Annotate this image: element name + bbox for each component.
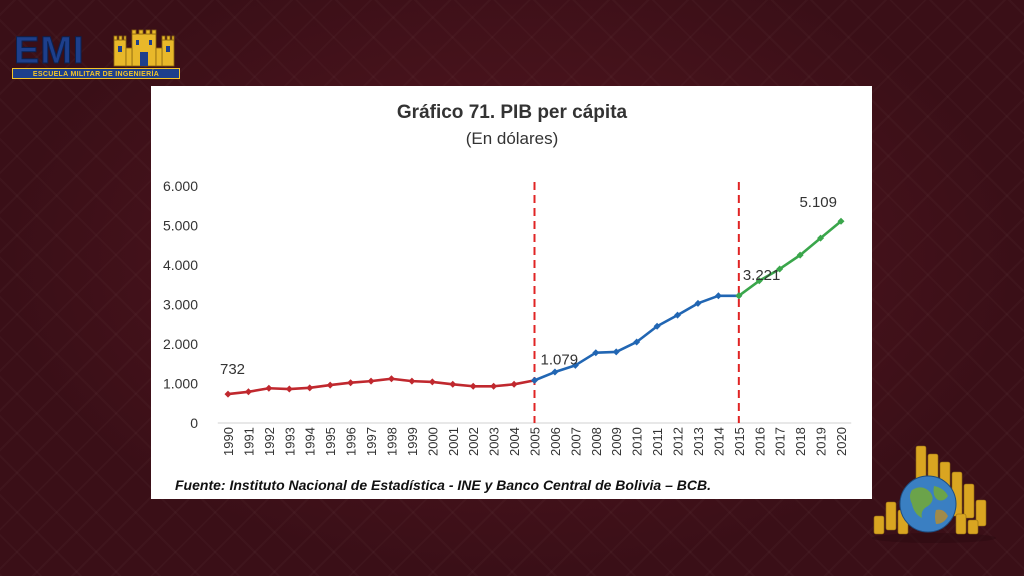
y-tick-label: 1.000: [163, 376, 198, 392]
logo-text: EMI: [14, 30, 85, 72]
series-line: [738, 220, 842, 297]
data-point: [244, 388, 252, 396]
data-point: [714, 292, 722, 300]
x-tick-label: 2004: [507, 427, 522, 456]
data-label: 1.079: [541, 351, 579, 368]
data-label: 732: [220, 361, 245, 378]
chart-source: Fuente: Instituto Nacional de Estadístic…: [175, 477, 711, 493]
data-point: [490, 382, 498, 390]
data-label: 3.221: [743, 267, 781, 284]
x-tick-label: 2006: [548, 427, 563, 456]
x-tick-label: 2010: [630, 427, 645, 456]
x-tick-label: 1996: [344, 427, 359, 456]
reference-lines: [533, 182, 740, 423]
data-point: [428, 378, 436, 386]
coins-globe-icon: [872, 445, 996, 543]
x-tick-label: 2007: [568, 427, 583, 456]
x-tick-label: 2005: [528, 427, 543, 456]
data-point: [367, 377, 375, 385]
data-point: [817, 234, 825, 242]
pib-chart: Gráfico 71. PIB per cápita (En dólares) …: [163, 102, 852, 493]
x-tick-label: 2019: [814, 427, 829, 456]
data-point: [755, 277, 763, 285]
data-label: 5.109: [799, 194, 837, 211]
data-point: [776, 265, 784, 273]
x-tick-label: 2020: [834, 427, 849, 456]
data-point: [224, 390, 232, 398]
series-group: [224, 217, 845, 398]
y-tick-label: 5.000: [163, 218, 198, 234]
chart-subtitle: (En dólares): [466, 129, 559, 148]
x-tick-label: 2012: [671, 427, 686, 456]
data-point: [612, 348, 620, 356]
data-point: [633, 338, 641, 346]
x-tick-label: 2014: [711, 427, 726, 456]
x-tick-label: 1991: [241, 427, 256, 456]
x-tick-label: 2015: [732, 427, 747, 456]
data-point: [653, 322, 661, 330]
data-point: [306, 384, 314, 392]
data-point: [674, 311, 682, 319]
y-tick-label: 6.000: [163, 178, 198, 194]
x-axis: 1990 1991 1992 1993 1994 1995 1996 1997 1998 1999…: [217, 422, 852, 456]
annotations: 732 1.079 3.221 5.109: [220, 194, 837, 378]
data-point: [571, 361, 579, 369]
data-point: [449, 380, 457, 388]
x-tick-label: 1990: [221, 427, 236, 456]
x-tick-label: 2002: [466, 427, 481, 456]
data-point: [326, 381, 334, 389]
data-point: [837, 217, 845, 225]
data-point: [551, 368, 559, 376]
x-tick-label: 1992: [262, 427, 277, 456]
x-tick-label: 2013: [691, 427, 706, 456]
series-line: [227, 377, 535, 396]
x-tick-label: 1993: [282, 427, 297, 456]
x-tick-label: 1999: [405, 427, 420, 456]
y-tick-label: 3.000: [163, 297, 198, 313]
data-point: [531, 376, 538, 384]
x-tick-label: 2018: [793, 427, 808, 456]
emi-logo: EMI ESCUELA MILITAR DE INGENIERÍA: [12, 28, 182, 80]
data-point: [347, 379, 355, 387]
x-tick-label: 2017: [773, 427, 788, 456]
y-tick-label: 2.000: [163, 336, 198, 352]
x-tick-label: 2000: [425, 427, 440, 456]
castle-icon: [113, 29, 175, 67]
x-tick-label: 2001: [446, 427, 461, 456]
x-tick-label: 2011: [650, 428, 665, 456]
chart-panel: Gráfico 71. PIB per cápita (En dólares) …: [151, 86, 872, 499]
x-tick-label: 1997: [364, 427, 379, 456]
data-point: [469, 382, 477, 390]
data-point: [592, 349, 600, 357]
data-point: [510, 380, 518, 388]
x-tick-label: 1995: [323, 427, 338, 456]
data-point: [408, 377, 416, 385]
data-point: [387, 375, 395, 383]
x-tick-label: 1998: [384, 427, 399, 456]
x-tick-label: 2003: [487, 427, 502, 456]
data-point: [265, 384, 273, 392]
x-tick-label: 2008: [589, 427, 604, 456]
data-point: [796, 251, 804, 259]
data-point: [694, 299, 702, 307]
y-axis: 0 1.000 2.000 3.000 4.000 5.000 6.000: [163, 178, 198, 431]
x-tick-label: 1994: [303, 427, 318, 456]
x-tick-label: 2009: [609, 427, 624, 456]
y-tick-label: 0: [190, 415, 198, 431]
data-point: [735, 292, 743, 300]
chart-title: Gráfico 71. PIB per cápita: [397, 102, 628, 123]
y-tick-label: 4.000: [163, 257, 198, 273]
x-tick-label: 2016: [752, 427, 767, 456]
data-point: [285, 385, 293, 393]
logo-subtitle: ESCUELA MILITAR DE INGENIERÍA: [12, 68, 180, 79]
